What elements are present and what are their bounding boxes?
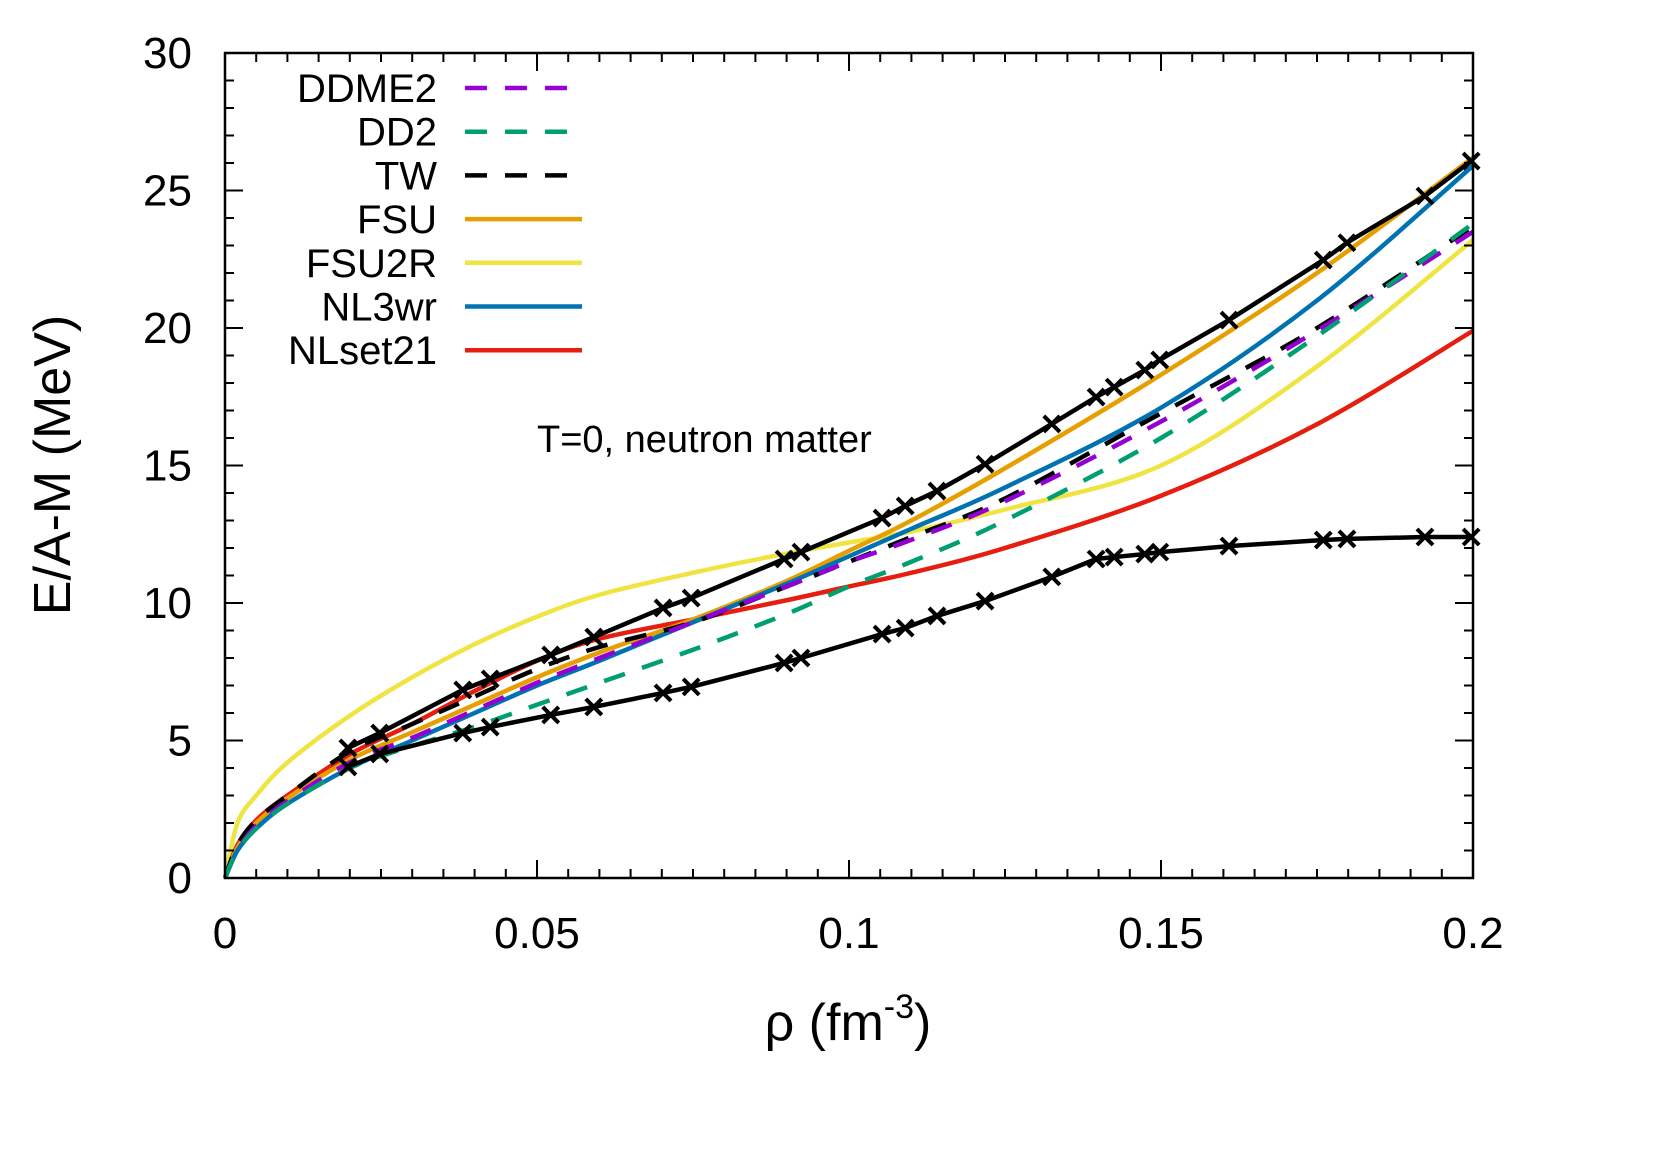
data-point-marker bbox=[1135, 544, 1155, 564]
data-point-marker bbox=[1042, 567, 1062, 587]
data-point-marker bbox=[1135, 360, 1155, 380]
legend-entry-dd2: DD2 bbox=[357, 111, 575, 155]
data-point-marker bbox=[453, 723, 473, 743]
x-tick-label: 0.2 bbox=[1442, 909, 1503, 958]
data-point-marker bbox=[1104, 377, 1124, 397]
data-point-marker bbox=[1415, 527, 1435, 547]
data-point-marker bbox=[1313, 530, 1333, 550]
data-point-marker bbox=[927, 481, 947, 501]
legend-entry-nl3wr: NL3wr bbox=[321, 286, 582, 330]
series-line-marked-8 bbox=[347, 534, 1472, 769]
data-point-marker bbox=[895, 496, 915, 516]
legend-label: FSU bbox=[357, 198, 437, 242]
axis-ticks bbox=[224, 52, 1474, 879]
legend-label: DD2 bbox=[357, 111, 437, 155]
x-tick-labels: 0 0.05 0.1 0.15 0.2 bbox=[213, 909, 1504, 958]
series-line-marked-7 bbox=[346, 159, 1473, 750]
legend-entry-fsu2r: FSU2R bbox=[306, 242, 582, 286]
data-point-marker bbox=[480, 717, 500, 737]
legend-label: TW bbox=[375, 154, 437, 198]
legend-label: DDME2 bbox=[297, 67, 437, 111]
data-point-marker bbox=[975, 591, 995, 611]
y-tick-label: 15 bbox=[143, 442, 192, 491]
y-tick-label: 30 bbox=[143, 29, 192, 78]
data-point-marker bbox=[681, 677, 701, 697]
series-line-dd2 bbox=[222, 221, 1475, 879]
legend-label: NL3wr bbox=[321, 286, 437, 330]
x-tick-label: 0.15 bbox=[1118, 909, 1204, 958]
data-point-marker bbox=[1461, 527, 1481, 547]
legend-entry-tw: TW bbox=[375, 154, 575, 198]
data-point-marker bbox=[653, 598, 673, 618]
data-point-marker bbox=[1461, 151, 1481, 171]
x-tick-label: 0.1 bbox=[818, 909, 879, 958]
data-point-marker bbox=[370, 744, 390, 764]
data-point-marker bbox=[1104, 547, 1124, 567]
data-point-marker bbox=[975, 454, 995, 474]
legend-label: FSU2R bbox=[306, 242, 437, 286]
y-tick-label: 5 bbox=[168, 717, 192, 766]
y-tick-label: 0 bbox=[168, 854, 192, 903]
x-axis-label-superscript: -3 bbox=[884, 988, 914, 1026]
data-point-marker bbox=[453, 680, 473, 700]
y-axis-label: E/A-M (MeV) bbox=[24, 315, 82, 615]
series-markers bbox=[338, 151, 1481, 777]
data-point-marker bbox=[1415, 186, 1435, 206]
x-axis-label-main: ρ (fm bbox=[765, 994, 884, 1052]
data-point-marker bbox=[1219, 310, 1239, 330]
x-axis-label: ρ (fm-3) bbox=[765, 988, 932, 1052]
data-point-marker bbox=[541, 705, 561, 725]
data-point-marker bbox=[1150, 350, 1170, 370]
data-point-marker bbox=[541, 645, 561, 665]
series-line-fsu2r bbox=[222, 238, 1475, 879]
x-tick-label: 0 bbox=[213, 909, 237, 958]
data-point-marker bbox=[1337, 233, 1357, 253]
legend-entry-fsu: FSU bbox=[357, 198, 582, 242]
series-lines bbox=[222, 155, 1475, 879]
data-point-marker bbox=[1313, 250, 1333, 270]
x-axis-label-close: ) bbox=[914, 994, 931, 1052]
data-point-marker bbox=[1150, 542, 1170, 562]
data-point-marker bbox=[338, 738, 358, 758]
y-tick-label: 20 bbox=[143, 304, 192, 353]
data-point-marker bbox=[584, 627, 604, 647]
data-point-marker bbox=[872, 624, 892, 644]
data-point-marker bbox=[791, 648, 811, 668]
series-line-ddme2 bbox=[222, 229, 1475, 879]
series-line-nl3wr bbox=[222, 164, 1475, 879]
annotation: T=0, neutron matter bbox=[537, 419, 872, 461]
series-line-fsu bbox=[222, 155, 1475, 879]
y-tick-label: 25 bbox=[143, 167, 192, 216]
data-point-marker bbox=[791, 542, 811, 562]
series-line-nlset21 bbox=[222, 328, 1475, 879]
data-point-marker bbox=[774, 653, 794, 673]
data-point-marker bbox=[1337, 529, 1357, 549]
data-point-marker bbox=[653, 683, 673, 703]
data-point-marker bbox=[338, 757, 358, 777]
legend-label: NLset21 bbox=[288, 329, 437, 373]
y-tick-label: 10 bbox=[143, 579, 192, 628]
data-point-marker bbox=[681, 588, 701, 608]
data-point-marker bbox=[872, 508, 892, 528]
data-point-marker bbox=[927, 606, 947, 626]
data-point-marker bbox=[480, 669, 500, 689]
data-point-marker bbox=[1219, 536, 1239, 556]
legend-entry-nlset21: NLset21 bbox=[288, 329, 582, 373]
data-point-marker bbox=[895, 618, 915, 638]
data-point-marker bbox=[584, 697, 604, 717]
x-tick-label: 0.05 bbox=[494, 909, 580, 958]
y-tick-labels: 0 5 10 15 20 25 30 bbox=[143, 29, 192, 903]
data-point-marker bbox=[370, 723, 390, 743]
data-point-marker bbox=[1042, 414, 1062, 434]
data-point-marker bbox=[1086, 549, 1106, 569]
data-point-marker bbox=[774, 549, 794, 569]
data-point-marker bbox=[1086, 387, 1106, 407]
legend-entry-ddme2: DDME2 bbox=[297, 67, 575, 111]
